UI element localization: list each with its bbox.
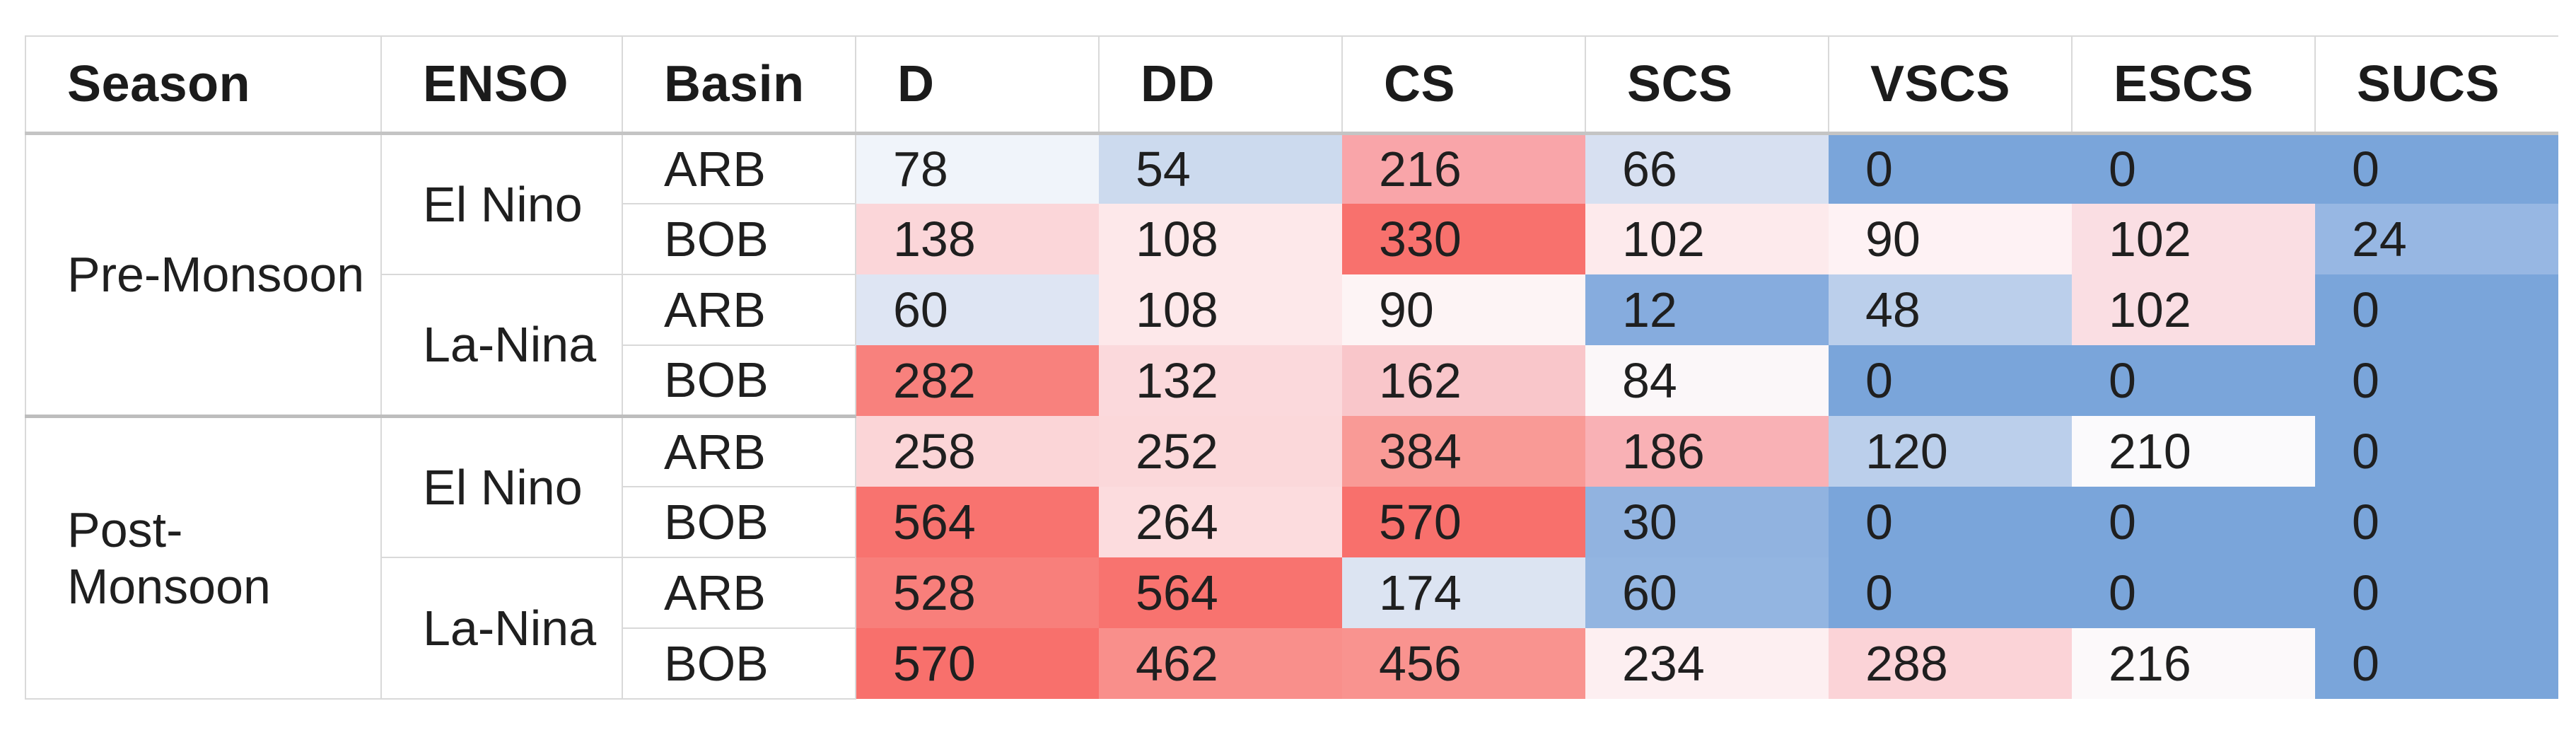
heatmap-cell-vscs-row5: 120 [1829,416,2072,487]
heatmap-cell-vscs-row8: 288 [1829,628,2072,699]
heatmap-cell-dd-row6: 264 [1099,487,1342,557]
heatmap-cell-vscs-row1: 0 [1829,133,2072,204]
heatmap-cell-escs-row8: 216 [2072,628,2315,699]
heatmap-cell-dd-row1: 54 [1099,133,1342,204]
heatmap-cell-sucs-row1: 0 [2315,133,2558,204]
heatmap-cell-d-row4: 282 [856,345,1099,416]
table-row: BOB 282 132 162 84 0 0 0 [25,344,2558,417]
column-header-scs: SCS [1585,35,1829,135]
heatmap-cell-cs-row2: 330 [1342,204,1585,274]
basin-label: ARB [622,557,856,629]
column-header-basin: Basin [622,35,856,135]
heatmap-cell-cs-row3: 90 [1342,274,1585,345]
heatmap-cell-cs-row6: 570 [1342,487,1585,557]
table-header-row: Season ENSO Basin D DD CS SCS VSCS ESCS SUCS [25,35,2558,135]
heatmap-cell-scs-row5: 186 [1585,416,1829,487]
column-header-enso: ENSO [380,35,623,135]
column-header-vscs: VSCS [1828,35,2073,135]
heatmap-cell-sucs-row6: 0 [2315,487,2558,557]
heatmap-cell-dd-row2: 108 [1099,204,1342,274]
basin-label: ARB [622,132,856,204]
heatmap-cell-escs-row2: 102 [2072,204,2315,274]
table-row: Post-Monsoon El Nino ARB 258 252 384 186 120 210… [25,414,2558,700]
cyclone-heatmap-table: Season ENSO Basin D DD CS SCS VSCS ESCS SUCS Pre-… [25,35,2558,700]
heatmap-cell-dd-row8: 462 [1099,628,1342,699]
heatmap-cell-escs-row6: 0 [2072,487,2315,557]
heatmap-cell-d-row1: 78 [856,133,1099,204]
heatmap-cell-sucs-row5: 0 [2315,416,2558,487]
enso-label: La-Nina [380,274,623,417]
heatmap-cell-scs-row4: 84 [1585,345,1829,416]
heatmap-cell-escs-row7: 0 [2072,557,2315,628]
heatmap-cell-vscs-row4: 0 [1829,345,2072,416]
basin-label: BOB [622,344,856,417]
column-header-dd: DD [1098,35,1343,135]
heatmap-cell-d-row5: 258 [856,416,1099,487]
heatmap-cell-dd-row4: 132 [1099,345,1342,416]
table-row: La-Nina ARB 528 564 174 60 0 0 0 [25,557,2558,700]
column-header-escs: ESCS [2071,35,2316,135]
enso-label: El Nino [380,132,623,275]
heatmap-cell-sucs-row4: 0 [2315,345,2558,416]
heatmap-cell-vscs-row6: 0 [1829,487,2072,557]
heatmap-cell-scs-row3: 12 [1585,274,1829,345]
column-header-sucs: SUCS [2314,35,2558,135]
heatmap-cell-escs-row1: 0 [2072,133,2315,204]
heatmap-cell-scs-row7: 60 [1585,557,1829,628]
heatmap-cell-cs-row5: 384 [1342,416,1585,487]
table-row: BOB 570 462 456 234 288 216 0 [25,627,2558,700]
heatmap-cell-scs-row2: 102 [1585,204,1829,274]
heatmap-cell-sucs-row2: 24 [2315,204,2558,274]
basin-label: BOB [622,627,856,700]
table-row: La-Nina ARB 60 108 90 12 48 102 0 [25,274,2558,417]
table-body: Pre-Monsoon El Nino ARB 78 54 216 66 0 0 0 BOB 138 1… [25,132,2558,700]
heatmap-cell-escs-row4: 0 [2072,345,2315,416]
heatmap-cell-vscs-row2: 90 [1829,204,2072,274]
heatmap-cell-d-row7: 528 [856,557,1099,628]
heatmap-cell-sucs-row7: 0 [2315,557,2558,628]
column-header-cs: CS [1341,35,1586,135]
table-row: BOB 138 108 330 102 90 102 24 [25,203,2558,275]
heatmap-cell-dd-row7: 564 [1099,557,1342,628]
table-row: BOB 564 264 570 30 0 0 0 [25,486,2558,558]
heatmap-cell-d-row8: 570 [856,628,1099,699]
enso-label: El Nino [380,414,623,558]
heatmap-cell-scs-row1: 66 [1585,133,1829,204]
basin-label: ARB [622,414,856,487]
heatmap-cell-cs-row1: 216 [1342,133,1585,204]
heatmap-cell-cs-row8: 456 [1342,628,1585,699]
heatmap-cell-vscs-row3: 48 [1829,274,2072,345]
basin-label: BOB [622,486,856,558]
heatmap-cell-scs-row8: 234 [1585,628,1829,699]
heatmap-cell-d-row3: 60 [856,274,1099,345]
heatmap-cell-dd-row3: 108 [1099,274,1342,345]
table-row: Pre-Monsoon El Nino ARB 78 54 216 66 0 0 0 [25,132,2558,417]
basin-label: BOB [622,203,856,275]
heatmap-cell-d-row6: 564 [856,487,1099,557]
season-label: Pre-Monsoon [25,132,382,417]
column-header-season: Season [25,35,382,135]
season-label: Post-Monsoon [25,414,382,700]
heatmap-cell-escs-row5: 210 [2072,416,2315,487]
heatmap-cell-sucs-row8: 0 [2315,628,2558,699]
enso-label: La-Nina [380,557,623,700]
column-header-d: D [855,35,1100,135]
basin-label: ARB [622,274,856,346]
heatmap-cell-d-row2: 138 [856,204,1099,274]
heatmap-cell-cs-row7: 174 [1342,557,1585,628]
heatmap-cell-vscs-row7: 0 [1829,557,2072,628]
heatmap-cell-sucs-row3: 0 [2315,274,2558,345]
heatmap-cell-cs-row4: 162 [1342,345,1585,416]
heatmap-cell-dd-row5: 252 [1099,416,1342,487]
heatmap-cell-escs-row3: 102 [2072,274,2315,345]
heatmap-cell-scs-row6: 30 [1585,487,1829,557]
